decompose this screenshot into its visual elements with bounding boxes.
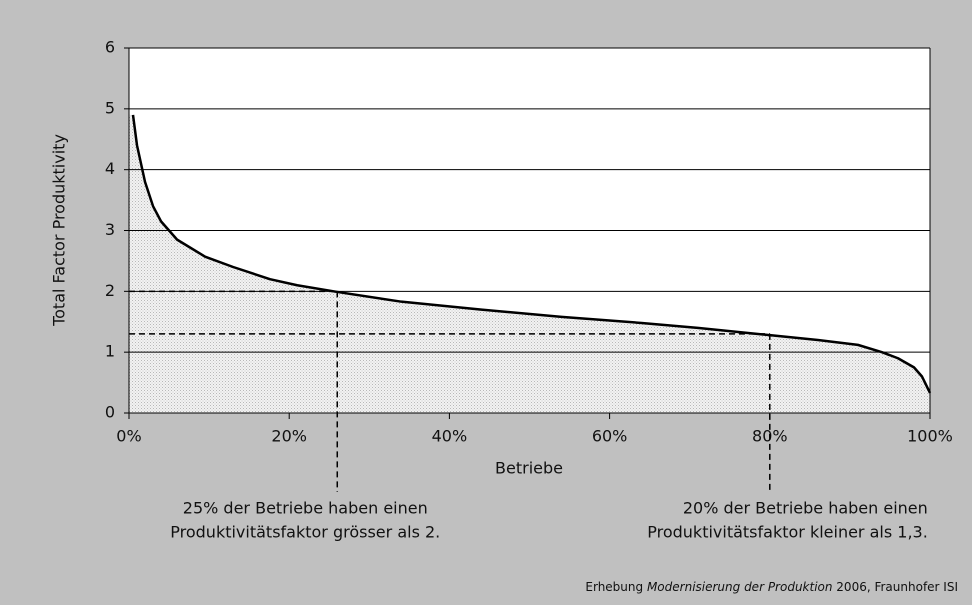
x-tick-label: 40% xyxy=(432,427,468,446)
y-tick-label: 2 xyxy=(105,281,115,300)
y-tick-label: 6 xyxy=(105,38,115,57)
line xyxy=(131,114,932,394)
x-axis-label: Betriebe xyxy=(495,459,563,478)
annotation-text: Produktivitätsfaktor kleiner als 1,3. xyxy=(647,523,928,542)
y-tick-label: 3 xyxy=(105,220,115,239)
y-tick-label: 4 xyxy=(105,159,115,178)
x-tick-label: 100% xyxy=(907,427,953,446)
annotation-text: Produktivitätsfaktor grösser als 2. xyxy=(170,523,440,542)
y-tick-label: 5 xyxy=(105,98,115,117)
x-tick-label: 20% xyxy=(271,427,307,446)
annotation-text: 20% der Betriebe haben einen xyxy=(683,499,928,518)
area-fill xyxy=(129,114,930,414)
y-axis-label: Total Factor Produktivity xyxy=(50,134,69,327)
x-tick-label: 60% xyxy=(592,427,628,446)
y-tick-label: 1 xyxy=(105,342,115,361)
y-tick-label: 0 xyxy=(105,403,115,422)
x-tick-label: 0% xyxy=(116,427,141,446)
annotation-text: 25% der Betriebe haben einen xyxy=(183,499,428,518)
source: Erhebung Modernisierung der Produktion 2… xyxy=(585,580,958,594)
